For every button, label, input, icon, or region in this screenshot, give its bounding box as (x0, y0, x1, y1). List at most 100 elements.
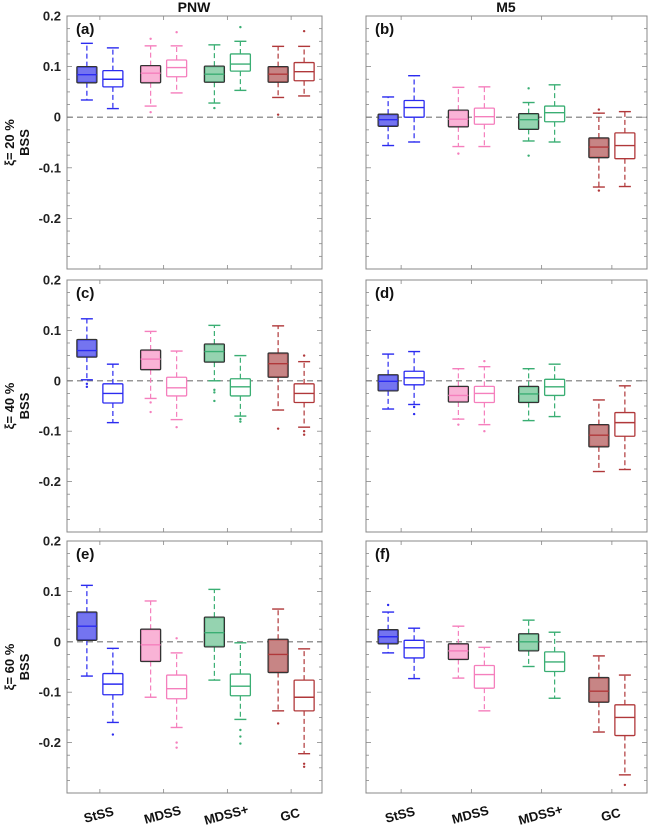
outlier-point (149, 410, 152, 414)
box-inner-edge (589, 138, 609, 157)
axes-frame (365, 279, 648, 533)
panel-a: 0.2 0.1 0 -0.1 -0.2 ξ= 20 % BSS (a) (2, 9, 323, 270)
outlier-point (111, 733, 115, 736)
panel-label: (f) (375, 546, 390, 563)
row-label-xi: ξ= 20 % (2, 119, 17, 166)
box-stss-open (102, 647, 124, 736)
outlier-point (149, 401, 152, 404)
box-gc-filled (267, 608, 289, 725)
outlier-point (175, 30, 178, 34)
box-iqr (267, 352, 289, 378)
box-mdssplus-filled (203, 44, 226, 110)
box-iqr (588, 137, 610, 159)
outlier-point (85, 382, 89, 386)
panel-label: (a) (76, 21, 94, 38)
box-mdss-open (165, 350, 188, 429)
box-iqr (229, 673, 252, 697)
outlier-point (239, 417, 242, 421)
box-gc-open (293, 648, 315, 768)
panel-label: (b) (375, 21, 394, 38)
box-gc-filled (588, 655, 610, 733)
box-iqr (203, 343, 226, 363)
outlier-point (175, 746, 178, 749)
panel-c: 0.2 0.1 0 -0.1 -0.2 ξ= 40 % BSS (c) (2, 273, 323, 533)
panel-e: 0.2 0.1 0 -0.1 -0.2 ξ= 60 % BSS StSS MDSS MDSS+ GC… (2, 534, 323, 828)
box-iqr (165, 59, 188, 78)
outlier-point (412, 412, 416, 416)
y-tick-label: -0.2 (39, 735, 61, 750)
outlier-point (302, 430, 306, 433)
box-mdssplus-filled (517, 87, 540, 157)
box-iqr (447, 109, 470, 128)
box-stss-filled (377, 603, 399, 654)
outlier-point (302, 433, 306, 436)
x-tick-label: MDSS+ (202, 801, 250, 827)
box-stss-filled (377, 96, 399, 147)
outlier-point (239, 735, 242, 738)
outlier-point (213, 399, 216, 403)
panel-label: (c) (76, 285, 94, 302)
x-tick-label: StSS (383, 803, 417, 825)
box-mdss-open (165, 637, 188, 749)
x-tick-label: MDSS+ (517, 801, 565, 827)
box-iqr (403, 99, 425, 118)
box-gc-open (614, 674, 636, 787)
outlier-point (597, 189, 601, 192)
box-gc-open (293, 354, 315, 436)
box-inner-edge (205, 617, 224, 647)
outlier-point (483, 430, 486, 433)
y-tick-label: 0.1 (43, 59, 61, 74)
box-stss-open (102, 47, 124, 110)
y-tick-label: -0.2 (39, 474, 61, 489)
panel-b: (b) (365, 15, 648, 270)
panel-d: (d) (365, 279, 648, 533)
box-iqr (473, 664, 496, 689)
box-iqr (377, 374, 399, 392)
box-mdssplus-open (229, 354, 252, 423)
box-mdssplus-filled (203, 588, 226, 681)
axes-frame (66, 279, 323, 533)
box-mdss-filled (447, 625, 470, 679)
box-inner-edge (268, 353, 288, 377)
outlier-point (483, 359, 486, 363)
y-tick-label: 0.2 (43, 534, 61, 549)
box-iqr (447, 385, 470, 403)
box-stss-filled (76, 318, 98, 389)
box-iqr (517, 113, 540, 130)
outlier-point (239, 728, 242, 732)
x-tick-label: StSS (82, 803, 116, 825)
outlier-point (239, 420, 242, 423)
box-inner-edge (268, 639, 288, 672)
box-stss-open (102, 363, 124, 424)
box-inner-edge (77, 340, 97, 357)
box-gc-open (614, 110, 636, 188)
box-iqr (543, 105, 566, 123)
box-inner-edge (378, 375, 398, 391)
box-iqr (76, 338, 98, 358)
outlier-point (276, 427, 280, 430)
box-stss-filled (76, 584, 98, 677)
panel-label: (d) (375, 285, 394, 302)
box-stss-filled (377, 353, 399, 410)
outlier-point (457, 152, 460, 155)
outlier-point (597, 108, 601, 111)
box-stss-filled (76, 42, 98, 101)
row-label-xi: ξ= 60 % (2, 643, 17, 690)
box-iqr (473, 385, 496, 404)
box-iqr (165, 376, 188, 397)
outlier-point (213, 106, 216, 110)
panel-label: (e) (76, 546, 94, 563)
box-mdss-open (165, 30, 188, 94)
box-iqr (403, 639, 425, 659)
outlier-point (239, 25, 242, 29)
outlier-point (302, 762, 306, 765)
axes-frame (66, 15, 323, 270)
y-tick-label: 0.2 (43, 9, 61, 24)
box-mdssplus-filled (517, 368, 540, 422)
box-inner-edge (205, 344, 224, 362)
box-mdssplus-open (543, 631, 566, 699)
box-gc-filled (267, 325, 289, 430)
box-mdssplus-filled (517, 619, 540, 668)
y-tick-label: 0.1 (43, 323, 61, 338)
box-iqr (165, 674, 188, 700)
